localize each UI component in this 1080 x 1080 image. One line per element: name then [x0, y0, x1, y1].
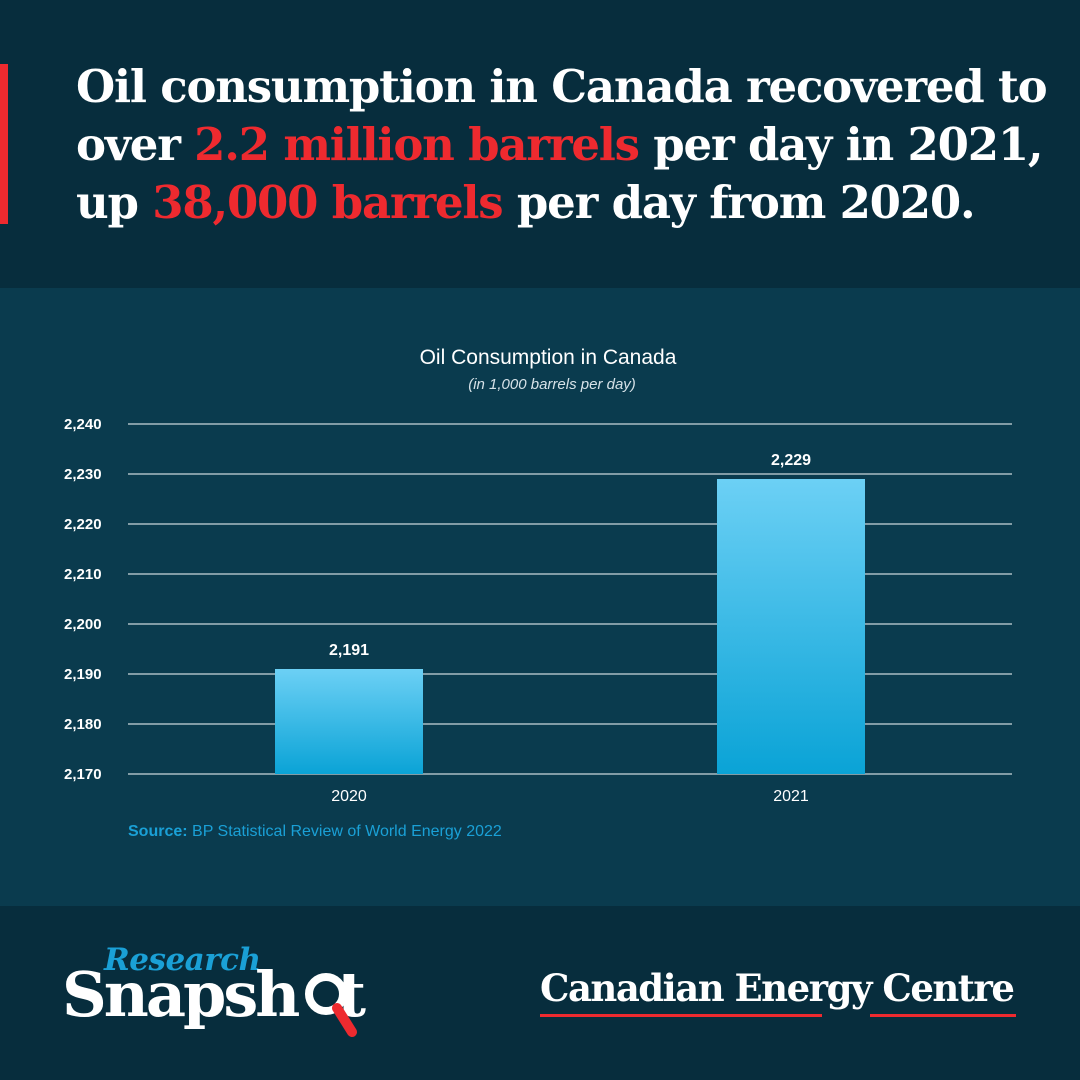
magnifier-icon [305, 973, 357, 1037]
y-tick-label: 2,210 [64, 566, 102, 583]
accent-bar [0, 64, 8, 224]
footer: Research Snapsh t Canadian Energy Centre [0, 906, 1080, 1080]
chart-subtitle: (in 1,000 barrels per day) [468, 376, 636, 393]
x-tick-label: 2021 [773, 788, 809, 805]
headline-highlight-2: 38,000 barrels [152, 176, 503, 229]
data-label: 2,191 [329, 642, 369, 659]
header: Oil consumption in Canada recovered to o… [0, 0, 1080, 288]
headline-part1: Oil consumption in Canada recovered to o… [76, 60, 1048, 171]
chart-panel: Oil Consumption in Canada (in 1,000 barr… [0, 288, 1080, 906]
y-tick-label: 2,240 [64, 416, 102, 433]
research-snapshot-logo-research: Research [104, 942, 261, 978]
y-tick-label: 2,220 [64, 516, 102, 533]
x-tick-label: 2020 [331, 788, 367, 805]
headline: Oil consumption in Canada recovered to o… [76, 58, 1056, 232]
source-text: BP Statistical Review of World Energy 20… [187, 823, 502, 840]
headline-part2: per day in 2021, up [76, 118, 1044, 229]
cec-underline-right [870, 1014, 1016, 1017]
y-tick-label: 2,180 [64, 716, 102, 733]
headline-highlight-1: 2.2 million barrels [194, 118, 640, 171]
data-label: 2,229 [771, 452, 811, 469]
source-label: Source: [128, 823, 188, 840]
y-tick-label: 2,200 [64, 616, 102, 633]
y-tick-label: 2,230 [64, 466, 102, 483]
bar-chart: 2,170 2,180 2,190 2,200 2,210 2,220 2,230 2,240… [64, 416, 1012, 805]
y-tick-label: 2,190 [64, 666, 102, 683]
source-note: Source: BP Statistical Review of World E… [128, 823, 502, 841]
y-tick-label: 2,170 [64, 766, 102, 783]
bar [275, 669, 423, 774]
cec-underline-left [540, 1014, 822, 1017]
canadian-energy-centre-logo: Canadian Energy Centre [540, 966, 1015, 1010]
snapshot-text: Snapsh [62, 958, 300, 1031]
bar [717, 479, 865, 774]
chart-title: Oil Consumption in Canada [419, 346, 677, 369]
headline-part3: per day from 2020. [502, 176, 976, 229]
